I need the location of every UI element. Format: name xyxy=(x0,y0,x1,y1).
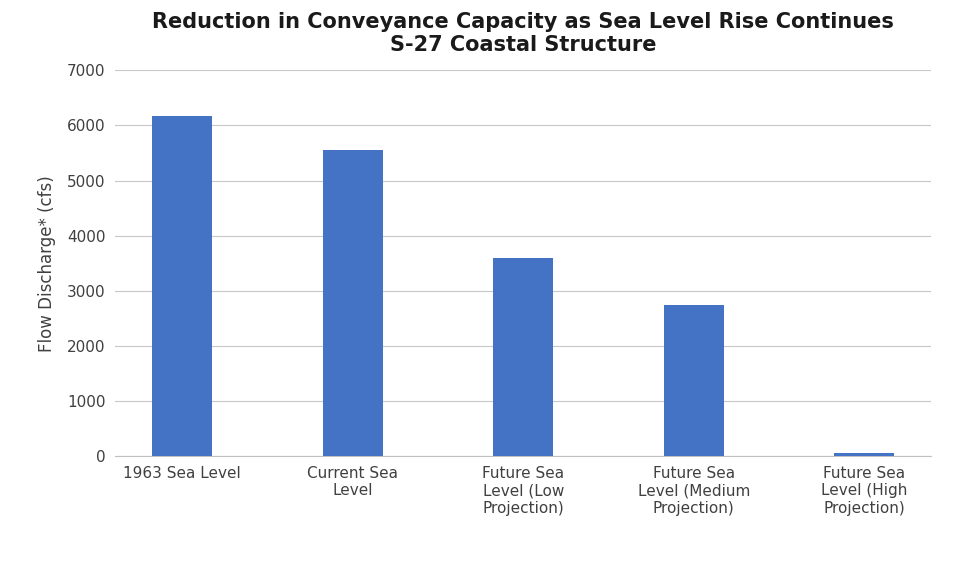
Bar xyxy=(664,305,724,456)
Bar xyxy=(493,258,553,456)
Title: Reduction in Conveyance Capacity as Sea Level Rise Continues
S-27 Coastal Struct: Reduction in Conveyance Capacity as Sea … xyxy=(153,12,894,55)
Bar xyxy=(834,453,894,456)
Bar xyxy=(323,150,382,456)
Y-axis label: Flow Discharge* (cfs): Flow Discharge* (cfs) xyxy=(37,175,56,352)
Bar xyxy=(153,116,212,456)
